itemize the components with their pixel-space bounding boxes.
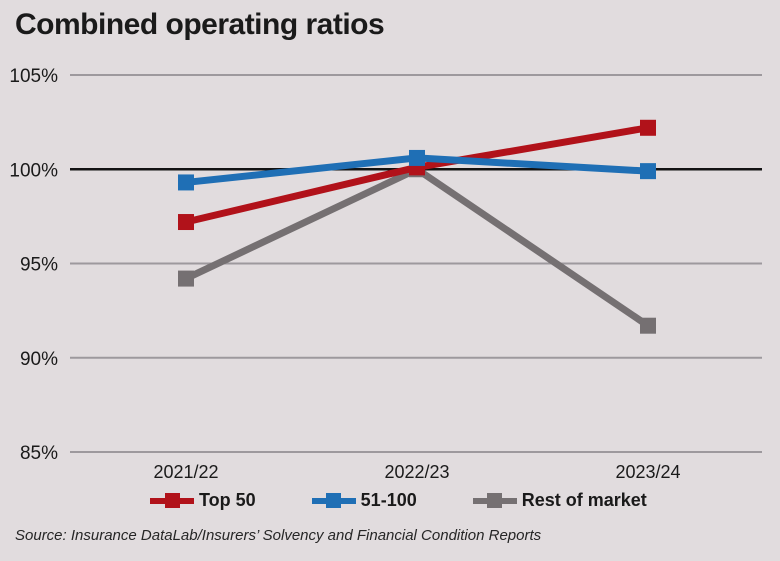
y-tick-label: 85% [20,443,58,464]
legend-label: Rest of market [521,490,647,510]
chart-legend: Top 50 51-100 Rest of market [150,490,647,511]
legend-item-rest-of-market: Rest of market [472,490,647,511]
y-tick-label: 90% [20,349,58,370]
legend-label: 51-100 [360,490,417,510]
data-point-51-100 [409,149,425,166]
data-point-rest-of-market [178,270,194,287]
legend-marker-square [487,493,503,508]
legend-label: Top 50 [199,490,256,510]
y-tick-label: 105% [9,66,58,87]
y-tick-label: 95% [20,255,58,276]
legend-marker-square [326,493,342,508]
chart-title: Combined operating ratios [15,8,385,41]
source-note: Source: Insurance DataLab/Insurers’ Solv… [15,527,542,544]
data-point-top-50 [640,119,656,136]
data-point-rest-of-market [640,317,656,334]
legend-marker-51-100 [311,493,356,508]
data-point-51-100 [640,163,656,180]
y-tick-label: 100% [9,160,58,181]
series-line-rest-of-market [184,165,650,329]
x-axis-label: 2022/23 [384,462,449,482]
x-axis-label: 2021/22 [153,462,218,482]
legend-item-top-50: Top 50 [150,490,256,511]
legend-marker-rest-of-market [472,493,517,508]
legend-marker-square [164,493,180,508]
data-point-top-50 [178,214,194,231]
x-axis-label: 2023/24 [615,462,680,482]
legend-item-51-100: 51-100 [311,490,417,511]
data-point-51-100 [178,174,194,191]
legend-marker-top-50 [150,493,194,508]
